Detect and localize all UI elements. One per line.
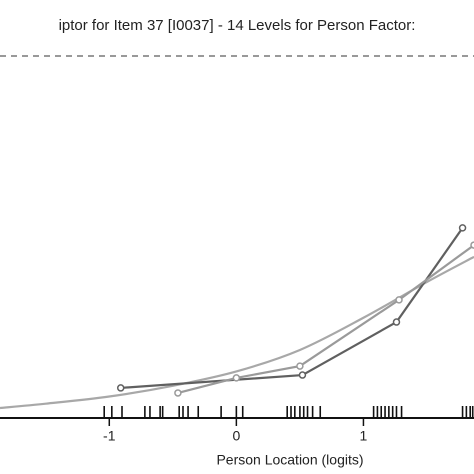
chart-title: iptor for Item 37 [I0037] - 14 Levels fo… bbox=[59, 17, 416, 34]
series-line bbox=[177, 244, 474, 395]
point bbox=[298, 371, 307, 379]
point bbox=[392, 318, 401, 326]
point bbox=[395, 296, 403, 304]
point bbox=[174, 389, 182, 397]
x-tick-label: 0 bbox=[232, 428, 240, 444]
series-line bbox=[120, 227, 464, 390]
point bbox=[458, 224, 467, 232]
point bbox=[116, 384, 125, 392]
point bbox=[232, 374, 241, 382]
x-axis-label: Person Location (logits) bbox=[216, 452, 363, 468]
x-tick-label: -1 bbox=[103, 428, 116, 444]
series-line bbox=[0, 255, 474, 410]
x-tick-label: 1 bbox=[360, 428, 368, 444]
point bbox=[296, 362, 304, 370]
point bbox=[470, 241, 474, 249]
